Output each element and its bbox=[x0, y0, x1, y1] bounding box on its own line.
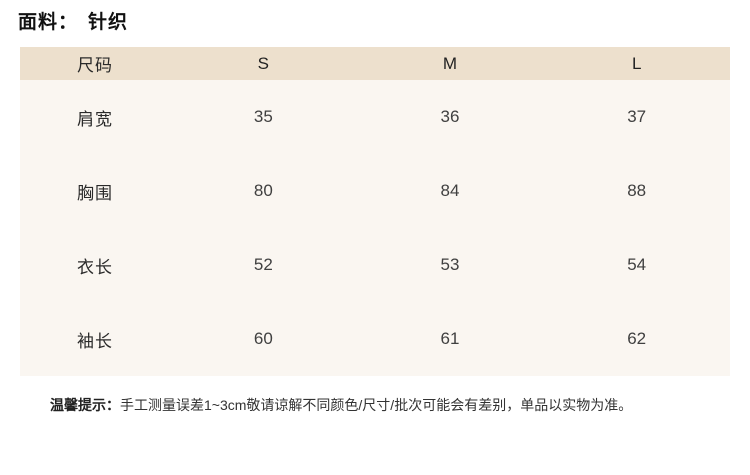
size-cell: 60 bbox=[253, 329, 273, 348]
table-row-shoulder: 肩宽 35 36 37 bbox=[20, 80, 730, 154]
table-row-sleeve: 袖长 60 61 62 bbox=[20, 302, 730, 376]
fabric-line: 面料： 针织 bbox=[18, 11, 750, 34]
size-cell: 61 bbox=[440, 329, 460, 348]
row-label: 胸围 bbox=[77, 183, 113, 203]
size-cell: 62 bbox=[627, 329, 647, 348]
warm-tip-text: 手工测量误差1~3cm敬请谅解不同颜色/尺寸/批次可能会有差别，单品以实物为准。 bbox=[120, 397, 633, 413]
size-cell: 35 bbox=[253, 107, 273, 126]
size-cell: 84 bbox=[440, 181, 460, 200]
warm-tip-prefix: 温馨提示： bbox=[50, 397, 120, 413]
header-cell-m: M bbox=[442, 53, 458, 73]
row-label: 肩宽 bbox=[77, 109, 113, 129]
size-table: 尺码 S M L 肩宽 35 36 37 胸围 80 84 88 衣长 52 5… bbox=[20, 47, 730, 376]
size-cell: 80 bbox=[253, 181, 273, 200]
size-cell: 36 bbox=[440, 107, 460, 126]
row-label: 袖长 bbox=[77, 331, 113, 351]
size-cell: 53 bbox=[440, 255, 460, 274]
fabric-label: 面料： bbox=[18, 12, 79, 33]
size-table-header: 尺码 S M L bbox=[20, 47, 730, 80]
size-cell: 88 bbox=[627, 181, 647, 200]
table-row-bust: 胸围 80 84 88 bbox=[20, 154, 730, 228]
row-label: 衣长 bbox=[77, 257, 113, 277]
table-row-length: 衣长 52 53 54 bbox=[20, 228, 730, 302]
header-cell-size: 尺码 bbox=[77, 56, 113, 75]
header-cell-s: S bbox=[257, 53, 269, 73]
size-cell: 54 bbox=[627, 255, 647, 274]
size-cell: 37 bbox=[627, 107, 647, 126]
size-cell: 52 bbox=[253, 255, 273, 274]
header-cell-l: L bbox=[631, 53, 642, 73]
size-table-body: 肩宽 35 36 37 胸围 80 84 88 衣长 52 53 54 袖长 6… bbox=[20, 80, 730, 376]
fabric-value: 针织 bbox=[88, 12, 129, 33]
warm-tip-note: 温馨提示：手工测量误差1~3cm敬请谅解不同颜色/尺寸/批次可能会有差别，单品以… bbox=[50, 395, 700, 415]
